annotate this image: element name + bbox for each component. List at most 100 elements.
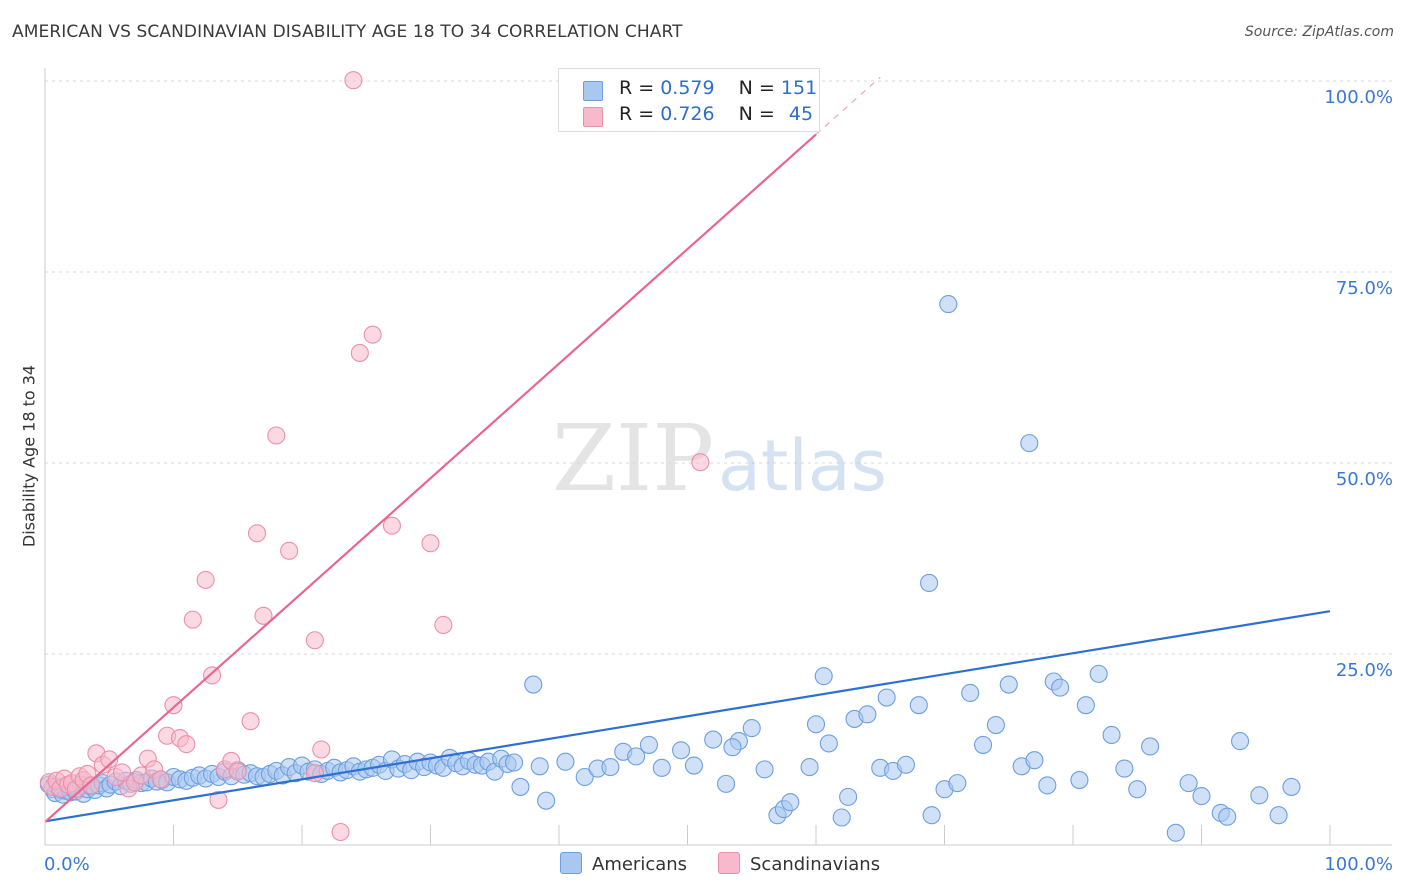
scandinavian-point [350,343,369,363]
american-point [973,735,993,754]
y-tick-label: 100.0% [1324,87,1393,108]
american-point [819,734,838,753]
american-point [601,758,620,777]
scandinavian-point [344,71,363,90]
american-point [920,573,939,592]
american-point [1076,696,1095,715]
american-point [877,688,896,707]
american-point [1115,759,1134,778]
scandinavian-point [241,712,260,731]
trend-extension-scandinavians [815,76,881,135]
trend-line-scandinavians [44,133,817,823]
american-point [1269,806,1288,825]
scandinavian-point [82,776,101,795]
legend-n-value-americans: 151 [780,77,818,99]
legend-swatch-americans [583,81,603,101]
american-point [839,787,858,806]
scandinavian-point [267,426,286,445]
american-point [896,755,916,774]
scandinavian-point [280,541,299,560]
scandinavian-point [363,325,382,344]
american-point [742,719,761,738]
scandinavian-point [113,763,132,782]
american-point [575,767,594,787]
trend-line-americans [44,610,1331,823]
scandinavian-point [312,740,331,759]
american-point [1089,664,1108,683]
american-point [716,774,736,793]
american-point [961,683,980,703]
american-point [1250,786,1269,805]
bottom-legend-swatch-scandinavians [718,852,740,874]
american-point [684,756,703,775]
scandinavian-point [421,534,440,553]
legend-r-label-americans: R = [619,77,655,99]
legend-swatch-scandinavians [583,107,603,127]
scandinavian-point [247,524,267,543]
american-point [704,730,723,749]
american-point [1102,725,1121,745]
legend-row-americans: R = 0.579 N = 151 [583,77,818,101]
points-layer [39,71,1301,842]
american-point [537,791,556,810]
american-point [723,738,742,757]
american-point [800,758,819,777]
axis-layer: 25.0% 50.0% 75.0% 100.0% 0.0% 100.0% [44,68,1393,875]
american-point [781,793,800,812]
american-point [814,667,833,686]
american-point [1025,751,1044,770]
watermark: ZIP atlas [552,405,887,512]
bottom-legend-label-americans: Americans [592,854,688,875]
american-point [1128,780,1147,799]
scandinavian-point [164,696,183,715]
american-point [672,741,691,760]
bottom-legend-americans: Americans [560,852,687,875]
bottom-legend-scandinavians: Scandinavians [718,852,880,875]
american-point [1038,776,1057,795]
scandinavian-point [203,666,222,685]
scandinavian-point [228,762,247,781]
source-label: Source: ZipAtlas.com [1244,24,1394,40]
american-point [511,777,530,796]
y-tick-label: 75.0% [1336,278,1393,299]
american-point [939,295,958,314]
american-point [806,715,826,734]
legend-n-label-americans: N = [738,77,775,99]
scandinavian-point [209,790,228,809]
american-point [755,760,774,779]
american-point [1179,774,1198,793]
american-point [556,752,575,771]
american-point [504,753,524,772]
y-tick-label: 50.0% [1336,469,1393,490]
scandinavian-point [254,606,273,625]
y-tick-label: 25.0% [1336,660,1393,681]
american-point [858,705,877,724]
legend-r-value-scandinavians: 0.726 [660,103,715,125]
x-tick-label: 0.0% [44,854,90,875]
scandinavian-point [691,453,710,472]
chart-title: AMERICAN VS SCANDINAVIAN DISABILITY AGE … [12,22,683,42]
legend-n-value-scandinavians: 45 [788,103,814,125]
grid-layer [45,80,1392,655]
legend-row-scandinavians: R = 0.726 N = 45 [583,103,814,127]
scandinavian-point [100,750,119,769]
american-point [1231,732,1250,751]
american-point [1141,737,1160,756]
x-tick-label: 100.0% [1324,854,1393,875]
american-point [948,774,967,793]
scandinavian-point [196,570,215,589]
american-point [986,716,1005,735]
scandinavian-point [382,516,402,535]
scandinavian-point [183,610,202,629]
american-point [1051,678,1070,697]
american-point [1070,771,1089,790]
american-point [1282,777,1301,796]
trend-layer [44,76,1331,823]
american-point [1166,823,1185,842]
american-point [652,758,671,777]
scandinavian-point [177,735,196,754]
american-point [909,696,928,715]
scandinavian-point [331,822,350,842]
legend-r-label-scandinavians: R = [619,103,655,125]
